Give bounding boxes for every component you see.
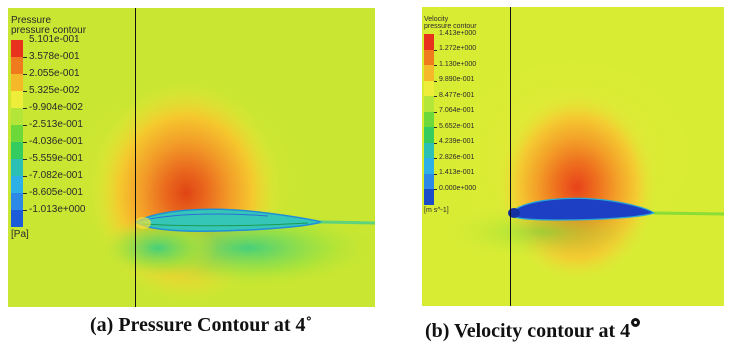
swatch-9 (424, 173, 434, 189)
legend-label: -8.605e-001 (29, 187, 83, 198)
legend-label: 0.000e+000 (439, 185, 477, 192)
legend-label: 1.413e-001 (439, 169, 475, 176)
velocity-caption-text: (b) Velocity contour at 4 (425, 320, 631, 342)
legend-tick (23, 108, 27, 109)
pressure-contour-plot (8, 8, 375, 307)
swatch-3 (11, 91, 23, 108)
swatch-2 (11, 74, 23, 91)
legend-tick (23, 74, 27, 75)
legend-tick (434, 127, 437, 128)
legend-label: -2.513e-001 (29, 119, 83, 130)
legend-tick (434, 49, 437, 51)
swatch-1 (11, 57, 23, 74)
swatch-4 (11, 108, 23, 125)
swatch-10 (11, 210, 23, 227)
legend-tick (23, 193, 27, 194)
legend-label: 1.272e+000 (439, 45, 477, 52)
legend-label: 4.239e-001 (439, 138, 475, 145)
legend-tick (434, 80, 437, 82)
legend-tick (434, 189, 437, 190)
legend-label: 1.130e+000 (439, 61, 477, 68)
legend-tick (434, 158, 437, 159)
swatch-0 (11, 40, 23, 57)
legend-tick (434, 173, 437, 175)
legend-subtitle: pressure contour (11, 25, 87, 36)
legend-subtitle: pressure contour (424, 23, 477, 30)
legend-label: 1.413e+000 (439, 30, 477, 37)
legend-tick (23, 57, 27, 58)
swatch-10 (424, 189, 434, 205)
legend-label: 3.578e-001 (29, 51, 80, 62)
legend-tick (434, 111, 437, 113)
legend-label: 5.325e-002 (29, 85, 80, 96)
velocity-legend: Velocity pressure contour 1.413e+000 1.2… (424, 16, 510, 221)
pressure-caption: (a) Pressure Contour at 4˚ (90, 314, 313, 336)
velocity-contour-panel: Velocity pressure contour 1.413e+000 1.2… (422, 7, 724, 306)
swatch-6 (11, 142, 23, 159)
legend-label: 8.477e-001 (439, 92, 475, 99)
legend-label: -1.013e+000 (29, 204, 86, 215)
swatch-0 (424, 34, 434, 50)
swatch-1 (424, 49, 434, 65)
legend-label: 2.826e-001 (439, 154, 475, 161)
legend-tick (434, 142, 437, 144)
legend-title: Pressure (11, 15, 52, 26)
legend-tick (23, 159, 27, 160)
swatch-3 (424, 80, 434, 96)
legend-title: Velocity (424, 16, 449, 23)
legend-tick (434, 96, 437, 97)
legend-label: -7.082e-001 (29, 170, 83, 181)
legend-tick (23, 91, 27, 92)
legend-label: 9.890e-001 (439, 76, 475, 83)
swatch-7 (424, 142, 434, 158)
pressure-legend: Pressure pressure contour 5.101e-001 3.5… (11, 16, 131, 241)
legend-label: 2.055e-001 (29, 68, 80, 79)
legend-label: 7.064e-001 (439, 107, 475, 114)
legend-unit: [m s^-1] (424, 207, 449, 214)
degree-symbol-icon (631, 318, 641, 327)
legend-label: -5.559e-001 (29, 153, 83, 164)
swatch-5 (424, 111, 434, 127)
swatch-6 (424, 127, 434, 143)
legend-unit: [Pa] (11, 229, 29, 240)
pressure-contour-panel: Pressure pressure contour 5.101e-001 3.5… (8, 8, 375, 307)
legend-label: -9.904e-002 (29, 102, 83, 113)
legend-label: -4.036e-001 (29, 136, 83, 147)
swatch-7 (11, 159, 23, 176)
legend-tick (23, 176, 27, 177)
swatch-5 (11, 125, 23, 142)
legend-label: 5.101e-001 (29, 34, 80, 45)
velocity-caption: (b) Velocity contour at 4 (425, 318, 641, 343)
legend-tick (23, 210, 27, 211)
swatch-8 (424, 158, 434, 174)
swatch-4 (424, 96, 434, 112)
legend-tick (434, 65, 437, 66)
swatch-9 (11, 193, 23, 210)
legend-tick (23, 142, 27, 143)
swatch-8 (11, 176, 23, 193)
legend-label: 5.652e-001 (439, 123, 475, 130)
velocity-contour-plot (422, 7, 724, 306)
swatch-2 (424, 65, 434, 81)
legend-tick (23, 125, 27, 126)
